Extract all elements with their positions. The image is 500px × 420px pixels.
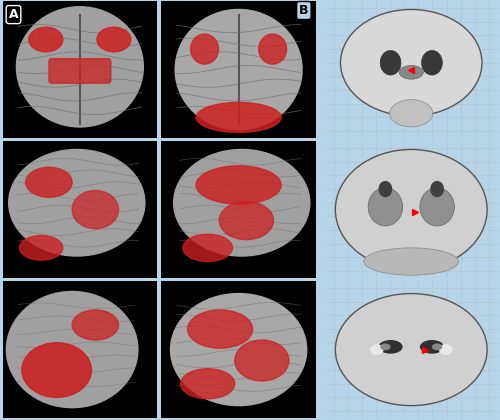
Text: A: A [8, 8, 18, 21]
Ellipse shape [196, 102, 281, 132]
Ellipse shape [183, 234, 232, 262]
Ellipse shape [190, 34, 218, 64]
Ellipse shape [26, 167, 72, 197]
Ellipse shape [368, 188, 402, 226]
Ellipse shape [72, 310, 118, 340]
Ellipse shape [196, 166, 281, 204]
Ellipse shape [22, 343, 92, 397]
Ellipse shape [72, 190, 118, 229]
Ellipse shape [380, 50, 401, 75]
Ellipse shape [8, 150, 145, 256]
Ellipse shape [422, 50, 442, 75]
Ellipse shape [175, 10, 302, 130]
Ellipse shape [399, 66, 423, 79]
Ellipse shape [370, 344, 384, 355]
Ellipse shape [188, 310, 252, 348]
Ellipse shape [420, 340, 444, 354]
Ellipse shape [378, 340, 402, 354]
Ellipse shape [174, 150, 310, 256]
Ellipse shape [235, 340, 289, 381]
Ellipse shape [336, 294, 487, 406]
Ellipse shape [420, 188, 454, 226]
Text: B: B [299, 4, 308, 17]
Ellipse shape [432, 344, 442, 350]
Ellipse shape [180, 369, 235, 399]
Ellipse shape [97, 27, 131, 52]
Ellipse shape [220, 201, 274, 240]
Ellipse shape [170, 294, 306, 406]
Ellipse shape [20, 236, 63, 260]
Ellipse shape [380, 344, 390, 350]
Ellipse shape [336, 150, 487, 270]
Ellipse shape [258, 34, 286, 64]
Ellipse shape [430, 181, 444, 197]
Ellipse shape [390, 100, 433, 127]
Ellipse shape [340, 10, 482, 116]
Ellipse shape [29, 27, 63, 52]
Ellipse shape [6, 291, 138, 408]
Ellipse shape [364, 248, 458, 275]
Ellipse shape [378, 181, 392, 197]
FancyBboxPatch shape [49, 59, 111, 83]
Ellipse shape [16, 7, 144, 127]
Ellipse shape [439, 344, 452, 355]
